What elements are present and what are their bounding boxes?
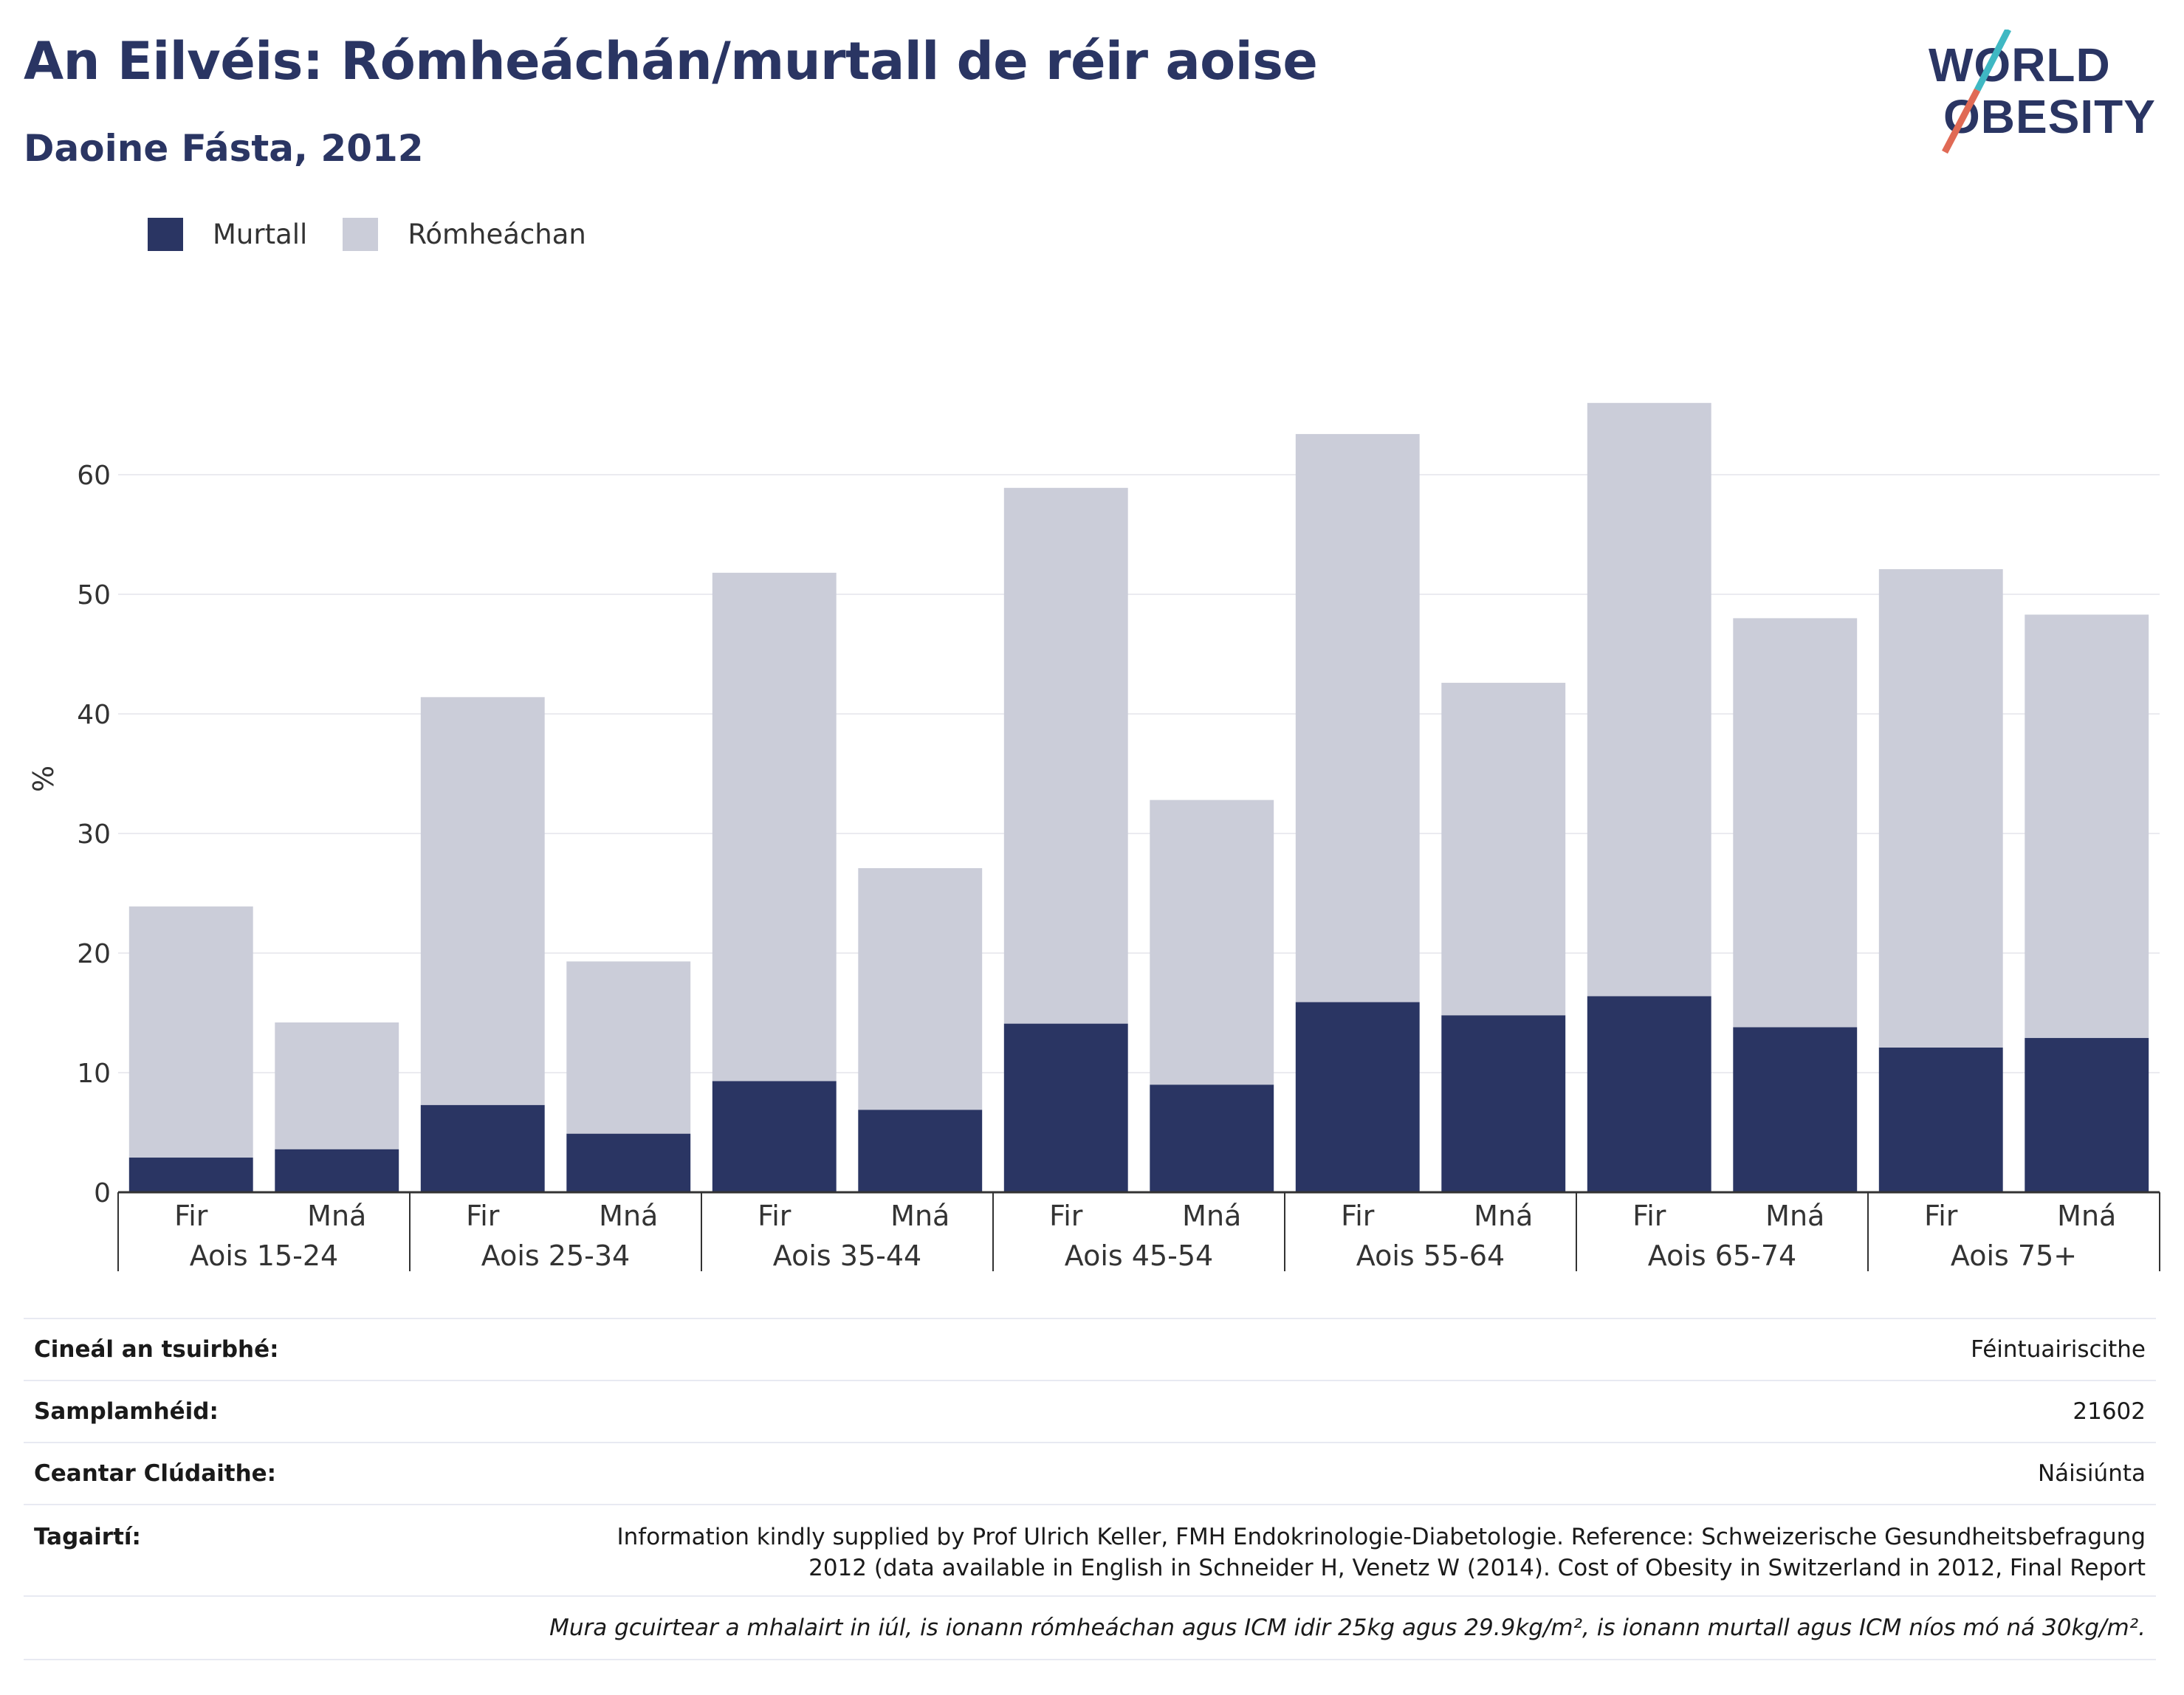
definition-note: Mura gcuirtear a mhalairt in iúl, is ion…	[24, 1595, 2156, 1660]
x-subcategory-label: Mná	[1765, 1200, 1824, 1232]
info-value: 21602	[2073, 1398, 2146, 1425]
reference-line-1: Information kindly supplied by Prof Ulri…	[617, 1524, 2146, 1550]
bar-murtall	[1733, 1027, 1858, 1192]
info-key: Cineál an tsuirbhé:	[34, 1336, 279, 1363]
bar-murtall	[1441, 1015, 1566, 1192]
bar-murtall	[275, 1149, 399, 1192]
svg-text:WORLD: WORLD	[1929, 38, 2111, 92]
y-tick-label: 20	[77, 939, 111, 969]
svg-text:OBESITY: OBESITY	[1943, 90, 2156, 143]
x-group-label: Aois 45-54	[1065, 1240, 1213, 1272]
legend-swatch-murtall	[148, 218, 183, 251]
info-key: Ceantar Clúdaithe:	[34, 1460, 277, 1487]
bar-murtall	[2025, 1038, 2149, 1192]
bar-romheachan	[858, 867, 983, 1110]
info-value: Information kindly supplied by Prof Ulri…	[617, 1522, 2146, 1595]
y-tick-label: 60	[77, 461, 111, 491]
page-title: An Eilvéis: Rómheáchán/murtall de réir a…	[24, 31, 1318, 92]
bar-romheachan	[275, 1022, 399, 1149]
x-subcategory-label: Fir	[466, 1200, 500, 1232]
y-tick-label: 40	[77, 700, 111, 730]
x-group-label: Aois 15-24	[190, 1240, 338, 1272]
y-tick-label: 50	[77, 580, 111, 611]
info-row-survey-type: Cineál an tsuirbhé: Féintuairiscithe	[24, 1318, 2156, 1380]
reference-line-2: 2012 (data available in English in Schne…	[808, 1555, 2146, 1581]
x-subcategory-label: Mná	[890, 1200, 950, 1232]
bar-romheachan	[1150, 800, 1274, 1085]
info-row-references: Tagairtí: Information kindly supplied by…	[24, 1504, 2156, 1595]
y-axis-label: %	[27, 766, 60, 792]
y-tick-label: 0	[94, 1178, 111, 1208]
x-subcategory-label: Fir	[1924, 1200, 1958, 1232]
x-subcategory-label: Mná	[1474, 1200, 1533, 1232]
x-group-label: Aois 35-44	[773, 1240, 921, 1272]
bar-romheachan	[128, 906, 253, 1158]
bar-murtall	[1878, 1047, 2003, 1192]
info-key: Tagairtí:	[34, 1524, 141, 1550]
page-subtitle: Daoine Fásta, 2012	[24, 127, 424, 170]
info-value: Náisiúnta	[2037, 1460, 2146, 1487]
bar-murtall	[712, 1081, 837, 1192]
x-subcategory-label: Fir	[758, 1200, 791, 1232]
chart-legend: Murtall Rómheáchan	[148, 218, 622, 251]
bar-romheachan	[420, 697, 545, 1105]
bar-romheachan	[1003, 487, 1128, 1024]
bar-romheachan	[1587, 402, 1711, 997]
x-subcategory-label: Mná	[1182, 1200, 1241, 1232]
info-key: Samplamhéid:	[34, 1398, 219, 1425]
info-row-sample-size: Samplamhéid: 21602	[24, 1380, 2156, 1442]
y-tick-label: 30	[77, 819, 111, 850]
x-subcategory-label: Fir	[1341, 1200, 1375, 1232]
bar-romheachan	[1878, 568, 2003, 1048]
survey-info-table: Cineál an tsuirbhé: Féintuairiscithe Sam…	[24, 1318, 2156, 1660]
bar-murtall	[420, 1104, 545, 1192]
bar-romheachan	[1295, 433, 1420, 1003]
legend-label-murtall: Murtall	[213, 219, 308, 250]
x-subcategory-label: Mná	[599, 1200, 658, 1232]
x-subcategory-label: Mná	[307, 1200, 366, 1232]
bar-murtall	[1295, 1002, 1420, 1192]
x-group-label: Aois 65-74	[1648, 1240, 1796, 1272]
bar-romheachan	[566, 961, 691, 1134]
bar-romheachan	[2025, 614, 2149, 1039]
bar-romheachan	[712, 572, 837, 1082]
x-group-label: Aois 25-34	[481, 1240, 630, 1272]
bar-murtall	[858, 1110, 983, 1192]
bar-murtall	[566, 1133, 691, 1192]
legend-swatch-romheachan	[343, 218, 379, 251]
x-subcategory-label: Fir	[1632, 1200, 1666, 1232]
world-obesity-logo: WORLD OBESITY	[1929, 30, 2156, 154]
info-value: Féintuairiscithe	[1971, 1336, 2146, 1363]
x-group-label: Aois 75+	[1951, 1240, 2077, 1272]
bar-romheachan	[1441, 682, 1566, 1016]
y-tick-label: 10	[77, 1059, 111, 1089]
bar-murtall	[128, 1158, 253, 1192]
x-group-label: Aois 55-64	[1356, 1240, 1505, 1272]
bar-romheachan	[1733, 618, 1858, 1028]
stacked-bar-chart: 0 10 20 30 40 50 60% Fir Mná Fir Mná Fir Mná Fir Mná Fi…	[27, 402, 2160, 1272]
bar-murtall	[1587, 996, 1711, 1192]
x-subcategory-label: Mná	[2057, 1200, 2116, 1232]
x-subcategory-label: Fir	[1049, 1200, 1083, 1232]
bar-murtall	[1003, 1023, 1128, 1192]
bar-murtall	[1150, 1084, 1274, 1192]
info-row-coverage: Ceantar Clúdaithe: Náisiúnta	[24, 1442, 2156, 1504]
x-subcategory-label: Fir	[174, 1200, 208, 1232]
legend-label-romheachan: Rómheáchan	[408, 219, 586, 250]
